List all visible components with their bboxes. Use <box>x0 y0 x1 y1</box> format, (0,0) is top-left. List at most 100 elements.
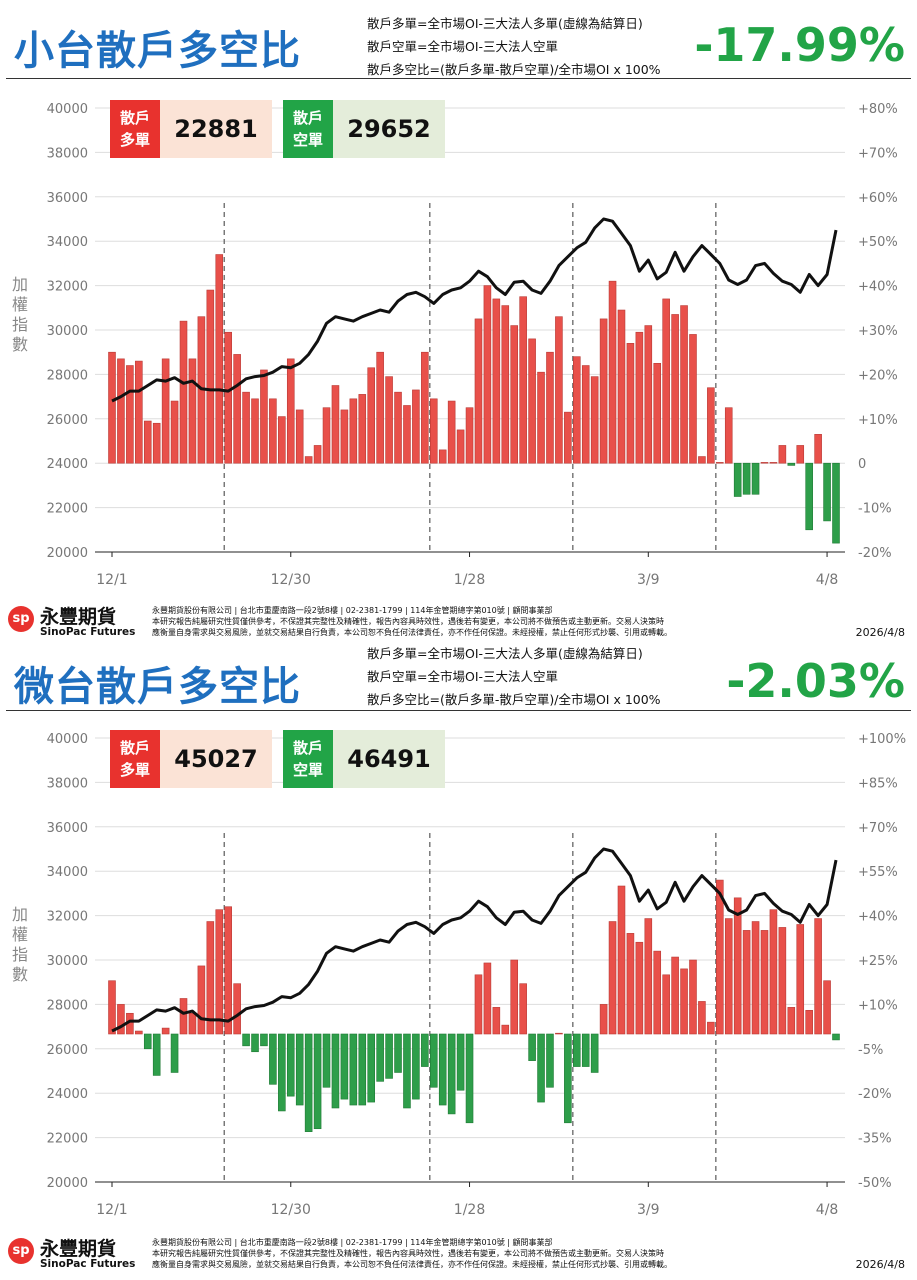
logo-text-cn: 永豐期貨 <box>40 1238 117 1260</box>
ratio-bar <box>769 462 778 464</box>
left-tick-label: 40000 <box>47 102 88 117</box>
ratio-bar <box>707 1021 715 1035</box>
right-tick-label: +55% <box>858 865 898 880</box>
ratio-bar <box>519 296 527 464</box>
ratio-bar <box>483 285 492 464</box>
ratio-bar <box>295 1033 304 1106</box>
ratio-bar <box>135 360 143 464</box>
ratio-bar <box>394 1033 402 1073</box>
ratio-bar <box>447 1033 456 1115</box>
ratio-bar <box>635 941 644 1035</box>
right-tick-label: -35% <box>858 1132 892 1147</box>
ratio-bar <box>286 1033 295 1097</box>
ratio-bar <box>403 405 411 464</box>
ratio-bar <box>251 1033 259 1053</box>
ratio-bar <box>555 1032 563 1035</box>
x-tick-label: 1/28 <box>454 1202 485 1218</box>
ratio-bar <box>421 1033 429 1067</box>
x-tick-label: 3/9 <box>637 572 660 588</box>
ratio-bar <box>242 391 250 464</box>
ratio-bar <box>510 959 519 1035</box>
disclaimer-line-2: 應衡量自身需求與交易風險，並就交易結果自行負責，本公司恕不負任何法律責任，亦不作… <box>152 628 672 637</box>
ratio-bar <box>412 1033 420 1100</box>
ratio-bar <box>385 1033 393 1079</box>
ratio-bar <box>385 376 393 464</box>
ratio-bar <box>680 968 688 1035</box>
left-tick-label: 30000 <box>47 324 88 339</box>
left-tick-label: 36000 <box>47 191 88 206</box>
ratio-bar <box>716 462 724 464</box>
ratio-bar <box>546 1033 554 1088</box>
sinopac-logo-icon: sp <box>8 1238 34 1264</box>
ratio-bar <box>590 376 599 464</box>
ratio-bar <box>698 456 706 464</box>
ratio-bar <box>733 462 742 497</box>
chart-micro-taiex: 40000 38000 36000 34000 32000 30000 28000 26000… <box>12 732 906 1218</box>
ratio-bar <box>555 316 563 464</box>
ratio-bar <box>215 909 224 1035</box>
ratio-bar <box>465 407 474 464</box>
left-tick-label: 38000 <box>47 776 88 791</box>
ratio-bar <box>617 885 626 1035</box>
ratio-bar <box>170 1033 179 1073</box>
ratio-bar <box>546 351 554 464</box>
left-tick-label: 20000 <box>47 546 88 561</box>
ratio-bar <box>716 879 724 1035</box>
ratio-bar <box>152 1033 161 1076</box>
ratio-bar <box>689 334 697 464</box>
retail-long-box: 散戶多單 45027 <box>110 730 272 788</box>
ratio-bar <box>751 921 760 1035</box>
ratio-bar <box>349 398 358 464</box>
ratio-bar <box>117 358 125 464</box>
ratio-bar <box>760 930 769 1035</box>
retail-long-label: 散戶多單 <box>110 100 160 158</box>
retail-short-box: 散戶空單 29652 <box>283 100 445 158</box>
ratio-bar <box>126 365 134 464</box>
retail-short-label: 散戶空單 <box>283 100 333 158</box>
ratio-bar <box>814 434 822 464</box>
ratio-bar <box>331 1033 340 1109</box>
index-line <box>111 217 838 403</box>
y-axis-label-char: 數 <box>12 965 28 984</box>
ratio-bar <box>805 1010 813 1035</box>
ratio-bar <box>465 1033 474 1124</box>
ratio-bar <box>206 289 215 464</box>
ratio-bar <box>403 1033 411 1109</box>
ratio-bar <box>671 956 679 1035</box>
retail-long-box: 散戶多單 22881 <box>110 100 272 158</box>
ratio-value: -17.99% <box>694 18 905 72</box>
note-long: 散戶多單=全市場OI-三大法人多單(虛線為結算日) <box>367 646 643 661</box>
x-tick-label: 12/30 <box>271 572 311 588</box>
ratio-bar <box>805 462 813 531</box>
disclaimer-line-1: 本研究報告純屬研究性質僅供參考，不保證其完整性及精確性，報告內容具時效性，遇後若… <box>152 1249 664 1258</box>
ratio-bar <box>358 394 367 464</box>
left-tick-label: 20000 <box>47 1176 88 1191</box>
ratio-bar <box>340 409 349 464</box>
ratio-bar <box>617 309 626 464</box>
ratio-bar <box>626 933 635 1035</box>
right-tick-label: +30% <box>858 324 898 339</box>
x-tick-label: 1/28 <box>454 572 485 588</box>
ratio-bar <box>313 1033 322 1130</box>
ratio-bar <box>537 371 545 464</box>
retail-long-value: 45027 <box>160 730 272 788</box>
y-axis-label-char: 加 <box>12 905 28 924</box>
ratio-bar <box>626 343 635 464</box>
ratio-bar <box>581 1033 590 1067</box>
ratio-bar <box>778 927 787 1035</box>
ratio-bar <box>483 962 492 1035</box>
ratio-bar <box>778 445 787 464</box>
ratio-bar <box>599 318 608 464</box>
company-line: 永豐期貨股份有限公司 | 台北市重慶南路一段2號8樓 | 02-2381-179… <box>152 606 553 615</box>
right-tick-label: +80% <box>858 102 898 117</box>
ratio-bar <box>242 1033 250 1047</box>
disclaimer-line-1: 本研究報告純屬研究性質僅供參考，不保證其完整性及精確性，報告內容具時效性，遇後若… <box>152 617 664 626</box>
ratio-bar <box>707 387 715 464</box>
x-tick-label: 4/8 <box>816 1202 839 1218</box>
ratio-bar <box>161 358 170 464</box>
retail-long-value: 22881 <box>160 100 272 158</box>
panel-mini-taiex: 小台散戶多空比 散戶多單=全市場OI-三大法人多單(虛線為結算日) 散戶空單=全… <box>6 16 911 639</box>
ratio-bar <box>742 930 751 1035</box>
title-divider <box>6 78 911 79</box>
note-ratio: 散戶多空比=(散戶多單-散戶空單)/全市場OI x 100% <box>367 692 661 707</box>
